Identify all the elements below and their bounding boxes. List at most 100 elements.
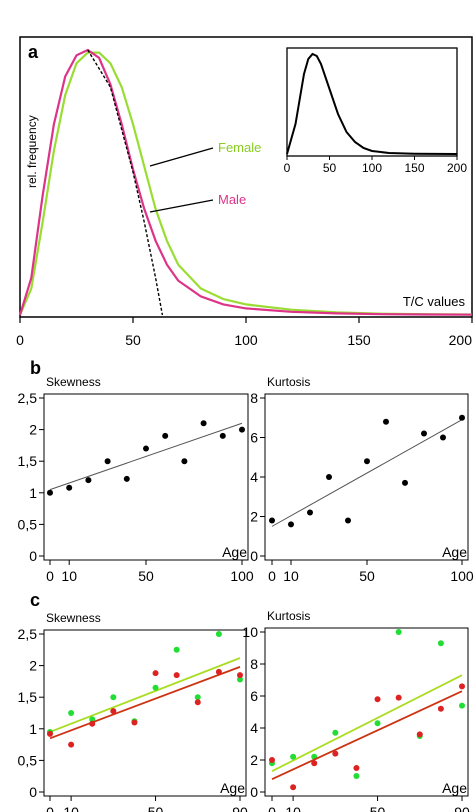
x-tick-label: 0 <box>46 568 54 584</box>
data-point <box>173 646 180 653</box>
trend-line <box>271 674 463 773</box>
data-point <box>459 414 465 421</box>
panel-a-inset: 0 50 100 150 200 <box>284 47 467 175</box>
data-point <box>459 683 465 690</box>
y-tick-label: 0,5 <box>18 752 38 768</box>
x-tick-label: 50 <box>138 568 154 584</box>
data-point <box>47 730 53 737</box>
x-tick-label: 10 <box>61 568 77 584</box>
data-point <box>402 479 408 486</box>
y-tick-label: 8 <box>250 390 258 406</box>
y-tick-label: 2 <box>29 658 37 674</box>
y-tick-label: 8 <box>250 656 258 672</box>
x-tick-label: 10 <box>283 568 299 584</box>
panel-b-kurtosis: Kurtosis 0 2 4 6 8 0 10 50 100 Age <box>250 375 474 584</box>
plot-frame <box>264 627 469 797</box>
data-point <box>194 699 201 706</box>
y-tick-label: 1 <box>29 721 37 737</box>
data-point <box>143 445 149 452</box>
y-tick-label: 6 <box>250 430 258 446</box>
y-tick-label: 2 <box>250 509 258 525</box>
panel-c-skewness: Skewness 0 0,5 1 1,5 2 2,5 0 10 50 90 Age <box>18 611 248 812</box>
x-axis-label: Age <box>220 780 245 796</box>
data-point <box>68 741 75 748</box>
y-tick-label: 2 <box>250 752 258 768</box>
inset-tick-label: 200 <box>447 161 467 175</box>
panel-c-letter: c <box>30 590 40 610</box>
y-tick-label: 1 <box>29 485 37 501</box>
data-point <box>288 521 294 528</box>
x-tick-label: 0 <box>16 332 24 348</box>
data-point <box>173 672 180 679</box>
x-tick-label: 100 <box>230 568 254 584</box>
plot-frame <box>264 393 469 561</box>
panel-b-skewness: Skewness 0 0,5 1 1,5 2 2,5 0 10 50 100 Age <box>18 375 254 584</box>
data-point <box>104 458 111 465</box>
data-point <box>437 705 444 712</box>
y-tick-label: 10 <box>242 624 258 640</box>
data-point <box>239 426 245 433</box>
data-point <box>421 430 427 437</box>
data-point <box>332 750 339 757</box>
panel-a-letter: a <box>28 42 39 62</box>
trend-line <box>49 422 243 491</box>
y-tick-label: 2,5 <box>18 626 38 642</box>
chart-title: Skewness <box>46 375 101 389</box>
legend-male-leader <box>149 199 214 213</box>
x-tick-label: 150 <box>347 332 371 348</box>
data-point <box>85 477 92 484</box>
panel-a-series <box>18 48 473 316</box>
panel-a-x-ticks: 0 50 100 150 200 <box>16 317 473 348</box>
curve-female <box>18 51 473 316</box>
data-point <box>66 484 73 491</box>
x-tick-label: 50 <box>125 332 141 348</box>
inset-tick-label: 0 <box>284 161 291 175</box>
data-point <box>89 716 96 723</box>
x-tick-label: 0 <box>268 568 276 584</box>
data-point <box>459 702 465 709</box>
inset-tick-label: 100 <box>362 161 382 175</box>
panel-c-kurtosis: Kurtosis 0 2 4 6 8 10 0 10 50 90 Age <box>242 609 470 812</box>
trend-line <box>271 419 463 527</box>
x-axis-label: Age <box>222 544 247 560</box>
data-point <box>353 765 360 771</box>
data-point <box>374 696 381 703</box>
data-point <box>162 432 169 439</box>
y-tick-label: 0 <box>29 548 37 564</box>
trend-line <box>271 690 463 781</box>
x-axis-label: Age <box>442 544 467 560</box>
chart-title: Kurtosis <box>267 375 310 389</box>
x-tick-label: 200 <box>449 332 473 348</box>
data-point <box>437 640 444 647</box>
inset-tick-label: 150 <box>404 161 424 175</box>
y-tick-label: 6 <box>250 688 258 704</box>
panel-a-ylabel: rel. frequency <box>25 115 39 188</box>
y-tick-label: 2,5 <box>18 390 38 406</box>
y-tick-label: 2 <box>29 422 37 438</box>
data-point <box>290 784 297 791</box>
data-point <box>374 720 381 727</box>
y-tick-label: 0 <box>29 784 37 800</box>
y-tick-label: 1,5 <box>18 453 38 469</box>
data-point <box>131 719 138 726</box>
plot-frame <box>43 393 249 561</box>
x-tick-label: 90 <box>232 804 248 812</box>
data-point <box>416 731 423 738</box>
panel-b-letter: b <box>30 358 41 378</box>
data-point <box>345 517 351 524</box>
data-point <box>307 509 313 516</box>
data-point <box>237 672 243 679</box>
chart-title: Skewness <box>46 611 101 625</box>
data-point <box>326 474 332 480</box>
data-point <box>181 458 188 465</box>
panel-a-xlabel: T/C values <box>403 294 466 309</box>
x-tick-label: 0 <box>268 804 276 812</box>
data-point <box>200 420 207 427</box>
data-point <box>110 708 117 715</box>
data-point <box>395 694 402 701</box>
data-point <box>152 670 159 677</box>
x-tick-label: 10 <box>285 804 301 812</box>
curve-male <box>18 48 473 316</box>
x-tick-label: 50 <box>359 568 375 584</box>
panel-a: a rel. frequency T/C values 0 50 100 150 200… <box>16 36 473 348</box>
